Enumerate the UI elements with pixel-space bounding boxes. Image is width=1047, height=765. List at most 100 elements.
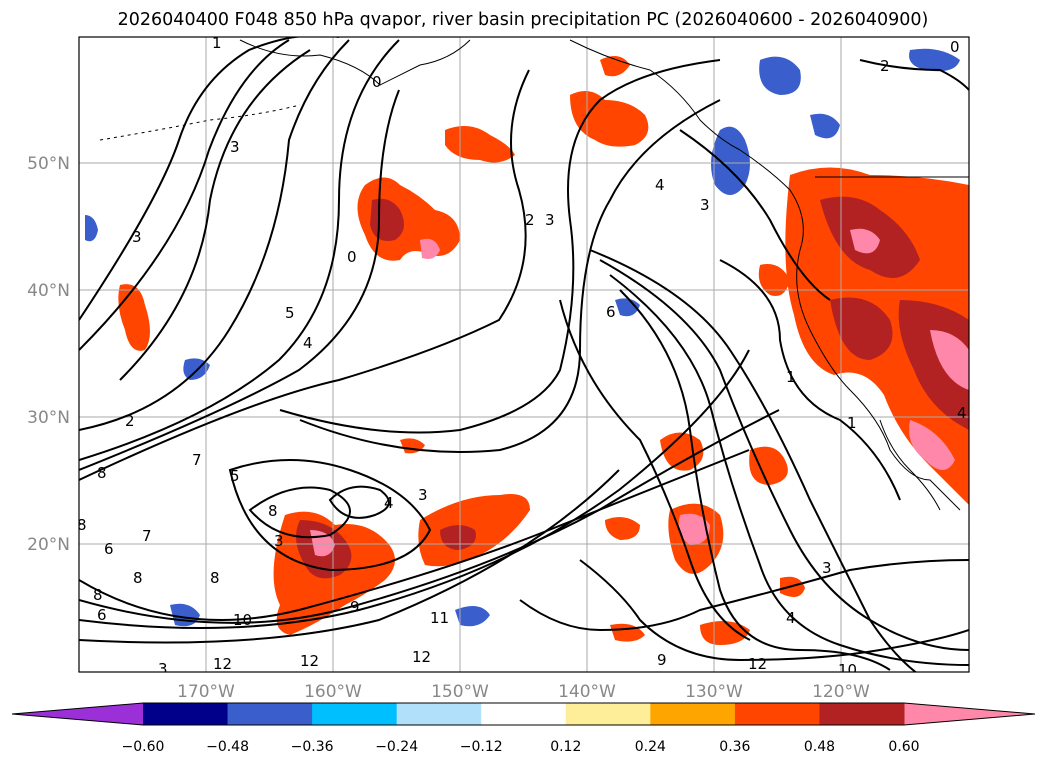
contour-line <box>589 249 918 672</box>
colorbar-label: −0.60 <box>122 739 165 755</box>
shade-blob <box>898 300 969 430</box>
shade-blob <box>711 126 750 195</box>
lon-label: 170°W <box>177 682 235 702</box>
shade-blob <box>749 446 788 485</box>
contour-label: 0 <box>372 73 382 91</box>
colorbar-label: 0.60 <box>888 739 919 755</box>
contour-label: 2 <box>880 57 890 75</box>
contour-line <box>719 259 901 501</box>
contour-label: 9 <box>657 651 667 669</box>
colorbar-segment <box>565 703 651 725</box>
baja-coast <box>879 419 941 511</box>
colorbar-segment <box>312 703 398 725</box>
colorbar-label: 0.24 <box>635 739 666 755</box>
contour-label: 0 <box>950 38 960 56</box>
contour-label: 8 <box>93 586 103 604</box>
shade-blob <box>759 56 801 95</box>
colorbar-segment <box>143 703 229 725</box>
contour-line <box>79 89 400 471</box>
contour-label: 8 <box>133 569 143 587</box>
contour-line <box>79 39 350 431</box>
lat-label: 20°N <box>27 535 70 555</box>
contour-line <box>79 469 620 644</box>
contour-line <box>79 449 750 621</box>
contour-label: 5 <box>230 467 240 485</box>
shade-blob <box>570 91 649 147</box>
colorbar-label: 0.48 <box>804 739 835 755</box>
shade-blob <box>455 606 490 627</box>
lat-label: 40°N <box>27 281 70 301</box>
contour-line <box>579 559 969 662</box>
colorbar: −0.60 −0.48 −0.36 −0.24 −0.12 0.12 0.24 0.36 0.4… <box>11 702 1036 755</box>
contour-label: 3 <box>822 559 832 577</box>
contour-line <box>79 409 780 624</box>
colorbar-label: −0.36 <box>291 739 334 755</box>
contour-line <box>79 37 339 321</box>
contour-line <box>619 289 891 671</box>
colorbar-label: −0.24 <box>375 739 418 755</box>
contour-line <box>609 274 969 666</box>
contour-labels: 1 2 3 3 4 3 2 3 0 5 4 6 1 2 7 5 8 8 4 3 <box>79 37 967 679</box>
shade-blob <box>445 126 515 163</box>
contour-label: 3 <box>545 211 555 229</box>
shade-blob <box>930 330 969 390</box>
gridlines <box>79 37 969 672</box>
contour-label: 3 <box>274 532 284 550</box>
contour-label: 9 <box>350 598 360 616</box>
contour-label: 3 <box>132 228 142 246</box>
contour-line <box>248 486 351 539</box>
contour-line <box>79 39 290 351</box>
alaska-coast <box>239 39 471 86</box>
lon-label: 150°W <box>431 682 489 702</box>
contour-label: 10 <box>838 661 857 679</box>
colorbar-label: 0.12 <box>550 739 581 755</box>
contour-label: 3 <box>418 486 428 504</box>
map-panel: 1 2 3 3 4 3 2 3 0 5 4 6 1 2 7 5 8 8 4 3 <box>78 36 970 679</box>
colorbar-extend-low <box>12 703 143 725</box>
contour-label: 3 <box>158 660 168 678</box>
colorbar-segment <box>481 703 567 725</box>
colorbar-label: −0.12 <box>460 739 503 755</box>
shade-blob <box>420 238 440 259</box>
contour-label: 7 <box>192 451 202 469</box>
contour-label: 3 <box>230 138 240 156</box>
lat-label: 30°N <box>27 408 70 428</box>
shade-blob <box>615 298 640 317</box>
contour-label: 4 <box>384 494 394 512</box>
contour-line <box>279 59 721 434</box>
shade-blob <box>678 513 710 545</box>
contour-label: 1 <box>786 368 796 386</box>
shade-blob <box>605 516 640 540</box>
contour-label: 7 <box>142 527 152 545</box>
contour-label: 12 <box>412 648 431 666</box>
contour-line <box>519 559 969 632</box>
contour-label: 2 <box>125 412 135 430</box>
contour-label: 4 <box>957 404 967 422</box>
contour-label: 1 <box>847 414 857 432</box>
shade-blob <box>758 264 790 296</box>
contour-line <box>299 99 721 453</box>
shade-blob <box>810 113 840 139</box>
map-title: 2026040400 F048 850 hPa qvapor, river ba… <box>118 10 929 30</box>
contour-label: 6 <box>606 303 616 321</box>
lon-labels: 170°W 160°W 150°W 140°W 130°W 120°W <box>177 682 870 702</box>
contour-line <box>599 259 969 651</box>
gulf-of-alaska-coast <box>569 39 961 511</box>
lat-labels: 50°N 40°N 30°N 20°N <box>27 154 70 555</box>
shade-blob <box>850 228 880 254</box>
colorbar-label: −0.48 <box>206 739 249 755</box>
contour-line <box>228 459 432 572</box>
contour-line <box>79 69 530 481</box>
contour-label: 12 <box>300 652 319 670</box>
lat-label: 50°N <box>27 154 70 174</box>
lon-label: 140°W <box>558 682 616 702</box>
contour-label: 4 <box>655 176 665 194</box>
colorbar-segment <box>396 703 482 725</box>
contour-line <box>679 129 831 301</box>
lon-label: 120°W <box>812 682 870 702</box>
contour-label: 2 <box>525 211 535 229</box>
contour-line <box>119 49 311 381</box>
contour-label: 8 <box>210 569 220 587</box>
qvapor-contours <box>79 37 969 672</box>
